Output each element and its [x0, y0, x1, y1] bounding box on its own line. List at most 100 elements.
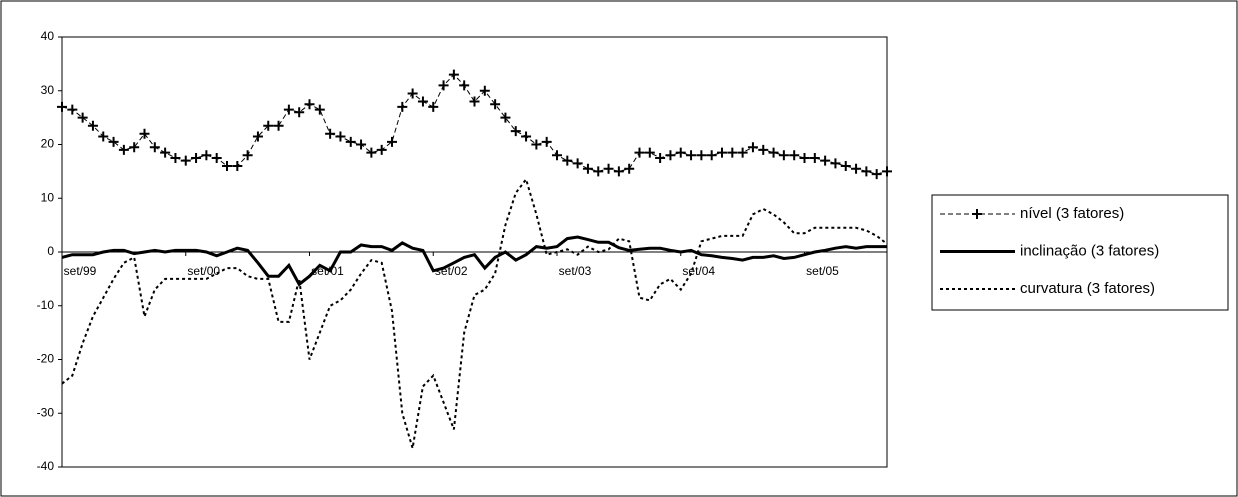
- point-marker: [758, 144, 769, 155]
- point-marker: [717, 147, 727, 158]
- x-tick-label: set/04: [682, 264, 715, 278]
- point-marker: [448, 69, 459, 80]
- y-tick-label: 10: [41, 190, 55, 204]
- point-marker: [696, 150, 707, 161]
- point-marker: [727, 147, 738, 158]
- point-marker: [469, 96, 480, 107]
- point-marker: [232, 161, 243, 171]
- point-marker: [675, 147, 686, 158]
- point-marker: [387, 136, 397, 147]
- x-tick-label: set/05: [806, 264, 839, 278]
- point-marker: [118, 144, 129, 155]
- point-marker: [180, 155, 191, 166]
- point-marker: [541, 136, 552, 147]
- y-tick-label: -40: [37, 459, 55, 473]
- point-marker: [809, 152, 820, 163]
- y-tick-label: -20: [37, 352, 55, 366]
- y-tick-label: -30: [37, 405, 55, 419]
- point-marker: [768, 147, 779, 158]
- point-marker: [345, 136, 356, 147]
- point-marker: [490, 99, 501, 110]
- point-marker: [139, 128, 150, 139]
- point-marker: [397, 101, 408, 112]
- point-marker: [778, 150, 789, 161]
- point-marker: [170, 152, 181, 163]
- point-marker: [521, 131, 532, 142]
- point-marker: [634, 147, 645, 158]
- point-marker: [314, 104, 325, 115]
- point-marker: [67, 104, 78, 115]
- point-marker: [77, 112, 88, 123]
- legend-label: curvatura (3 fatores): [1020, 280, 1155, 297]
- point-marker: [366, 147, 377, 158]
- point-marker: [438, 80, 449, 91]
- legend-label: inclinação (3 fatores): [1020, 242, 1159, 259]
- y-tick-label: -10: [37, 298, 55, 312]
- y-tick-label: 40: [41, 29, 55, 43]
- point-marker: [87, 120, 98, 131]
- point-marker: [201, 150, 212, 161]
- point-marker: [283, 104, 294, 115]
- point-marker: [222, 161, 232, 171]
- point-marker: [294, 107, 305, 118]
- point-marker: [706, 150, 717, 161]
- x-tick-label: set/02: [435, 264, 468, 278]
- point-marker: [882, 166, 892, 177]
- point-marker: [160, 147, 171, 158]
- point-marker: [613, 166, 624, 177]
- point-marker: [686, 150, 697, 161]
- point-marker: [840, 161, 851, 171]
- point-marker: [789, 150, 800, 161]
- y-tick-label: 20: [41, 137, 55, 151]
- point-marker: [871, 169, 882, 180]
- point-marker: [500, 112, 511, 123]
- point-marker: [572, 158, 583, 169]
- point-marker: [356, 139, 367, 150]
- point-marker: [242, 150, 253, 161]
- point-marker: [830, 158, 841, 169]
- point-marker: [191, 152, 202, 163]
- point-marker: [799, 152, 810, 163]
- point-marker: [459, 80, 470, 91]
- legend-marker: [972, 209, 982, 219]
- point-marker: [335, 131, 346, 142]
- point-marker: [851, 163, 862, 174]
- point-marker: [98, 131, 109, 142]
- x-tick-label: set/03: [559, 264, 592, 278]
- point-marker: [552, 150, 562, 161]
- point-marker: [211, 152, 222, 163]
- point-marker: [624, 163, 635, 174]
- y-tick-label: 30: [41, 83, 55, 97]
- point-marker: [252, 131, 263, 142]
- point-marker: [562, 155, 573, 166]
- point-marker: [428, 101, 439, 112]
- point-marker: [417, 96, 428, 107]
- point-marker: [273, 120, 284, 131]
- point-marker: [129, 142, 140, 153]
- point-marker: [263, 120, 274, 131]
- x-tick-label: set/00: [187, 264, 220, 278]
- point-marker: [665, 150, 676, 161]
- point-marker: [582, 163, 593, 174]
- point-marker: [644, 147, 655, 158]
- series-line: [61, 235, 887, 287]
- point-marker: [57, 101, 67, 112]
- point-marker: [861, 166, 872, 177]
- point-marker: [820, 155, 831, 166]
- point-marker: [593, 166, 604, 177]
- point-marker: [655, 152, 666, 163]
- point-marker: [407, 88, 418, 99]
- point-marker: [603, 163, 614, 174]
- point-marker: [747, 142, 758, 153]
- point-marker: [510, 126, 521, 137]
- y-tick-label: 0: [47, 244, 54, 258]
- point-marker: [325, 128, 336, 139]
- point-marker: [149, 142, 160, 153]
- point-marker: [108, 136, 119, 147]
- point-marker: [531, 139, 542, 150]
- legend-label: nível (3 fatores): [1020, 205, 1124, 222]
- point-marker: [376, 144, 387, 155]
- x-tick-label: set/99: [64, 264, 97, 278]
- point-marker: [304, 99, 315, 110]
